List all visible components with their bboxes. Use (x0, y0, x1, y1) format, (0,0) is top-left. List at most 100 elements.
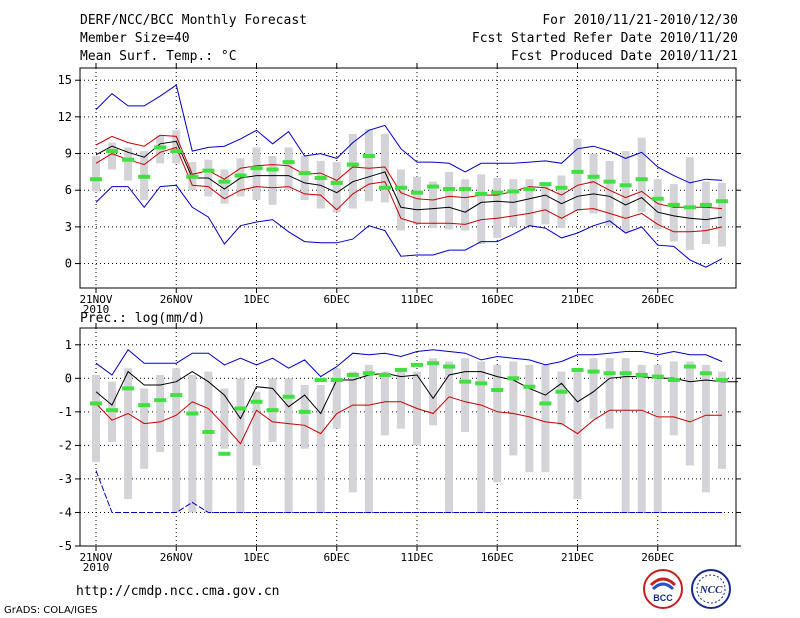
prec-ytick-label: -4 (58, 505, 72, 519)
bcc-logo: BCC (643, 569, 683, 609)
prec-ensemble-marker (202, 429, 215, 434)
temp-ensemble-marker (234, 173, 247, 178)
temp-ensemble-marker (90, 177, 102, 182)
temp-spread-bar (589, 153, 598, 214)
prec-ensemble-marker (683, 364, 696, 369)
prec-ytick-label: -3 (58, 472, 72, 486)
prec-ensemble-marker (523, 384, 536, 389)
temp-ensemble-marker (523, 187, 536, 191)
prec-ensemble-marker (234, 406, 247, 411)
temp-spread-bar (573, 138, 582, 211)
prec-spread-bar (396, 371, 405, 429)
temp-spread-bar (557, 175, 566, 229)
temp-spread-bar (653, 179, 662, 230)
temp-plot-frame (79, 67, 737, 289)
temp-series-mean (95, 140, 723, 221)
temp-series-upper (95, 134, 723, 210)
temp-xtick-label: 26NOV (160, 293, 193, 306)
temp-xtick-label: 26DEC (641, 293, 674, 306)
prec-spread-bar (124, 368, 133, 500)
prec-ensemble-marker (394, 367, 407, 372)
prec-ytick-label: 0 (65, 371, 72, 385)
prec-ensemble-marker (122, 386, 135, 391)
temp-spread-bar (268, 156, 277, 205)
temp-spread-bar (477, 174, 486, 244)
temp-ensemble-marker (282, 160, 295, 165)
ncc-logo: NCC (691, 569, 731, 609)
temp-ensemble-marker (266, 167, 279, 172)
prec-spread-bar (685, 361, 694, 466)
temp-ensemble-marker (314, 176, 327, 180)
temp-spread-bar (445, 171, 454, 230)
prec-spread-bar (364, 364, 373, 513)
temp-ytick-label: 15 (58, 73, 72, 87)
prec-spread-bar (300, 385, 309, 449)
temp-year-label: 2010 (83, 303, 110, 316)
temp-ensemble-marker (619, 183, 632, 188)
temp-spread-bar (717, 182, 726, 247)
temp-series-min (95, 184, 723, 268)
prec-ensemble-marker (186, 411, 199, 416)
prec-spread-bar (493, 364, 502, 483)
temp-spread-bar (348, 134, 357, 209)
prec-year-label: 2010 (83, 561, 110, 574)
prec-spread-bar (621, 358, 630, 513)
prec-spread-bar (461, 358, 470, 432)
temp-ensemble-marker (330, 180, 343, 185)
prec-spread-bar (92, 374, 100, 463)
prec-spread-bar (140, 388, 149, 469)
prec-spread-bar (573, 371, 582, 500)
temp-ensemble-marker (138, 174, 151, 179)
temp-spread-bar (332, 162, 341, 213)
temp-ensemble-marker (122, 157, 135, 162)
temp-spread-bar (605, 160, 614, 226)
source-url[interactable]: http://cmdp.ncc.cma.gov.cn (76, 584, 280, 599)
temp-spread-bar (461, 179, 470, 231)
prec-ensemble-marker (571, 367, 584, 372)
prec-ytick-label: -2 (58, 438, 72, 452)
prec-ensemble-marker (298, 409, 311, 414)
prec-spread-bar (477, 361, 486, 513)
prec-ensemble-marker (106, 408, 119, 413)
prec-ensemble-marker (411, 362, 423, 367)
temp-ensemble-marker (106, 149, 119, 154)
temp-ensemble-marker (459, 187, 472, 191)
prec-spread-bar (236, 378, 245, 513)
prec-ytick-label: 1 (65, 338, 72, 352)
prec-ensemble-marker (539, 401, 552, 406)
prec-series-min (95, 470, 722, 513)
prec-ensemble-marker (603, 371, 616, 376)
temp-ensemble-marker (587, 174, 600, 179)
prec-xtick-label: 26NOV (160, 551, 193, 564)
temp-ytick-label: 3 (65, 220, 72, 234)
prec-spread-bar (284, 378, 293, 513)
bcc-logo-text: BCC (653, 593, 673, 603)
prec-spread-bar (332, 368, 341, 429)
temp-spread-bar (685, 157, 694, 251)
temp-ensemble-marker (250, 166, 263, 171)
temp-ensemble-marker (475, 191, 488, 196)
prec-ytick-label: -5 (58, 539, 72, 553)
prec-ensemble-marker (459, 379, 472, 384)
forecast-produced-label: Fcst Produced Date 2010/11/21 (511, 49, 738, 64)
prec-ensemble-marker (170, 393, 183, 398)
prec-xtick-label: 16DEC (481, 551, 514, 564)
chart-title: DERF/NCC/BCC Monthly Forecast (80, 13, 307, 28)
temp-ensemble-marker (491, 190, 504, 195)
prec-ensemble-marker (314, 377, 327, 382)
prec-spread-bar (509, 361, 518, 456)
temp-spread-bar (108, 142, 117, 170)
prec-ensemble-marker (619, 371, 632, 376)
temp-spread-bar (525, 179, 534, 226)
temp-ensemble-marker (571, 169, 584, 174)
temp-ytick-label: 0 (65, 257, 72, 271)
prec-ensemble-marker (507, 376, 520, 381)
temp-spread-bar (284, 147, 293, 191)
prec-xtick-label: 1DEC (243, 551, 270, 564)
prec-ensemble-marker (475, 381, 488, 386)
prec-ensemble-marker (667, 377, 680, 382)
prec-spread-bar (637, 364, 646, 513)
temp-ensemble-marker (186, 174, 199, 179)
ncc-logo-text: NCC (699, 584, 723, 596)
temp-ensemble-marker (170, 149, 183, 154)
